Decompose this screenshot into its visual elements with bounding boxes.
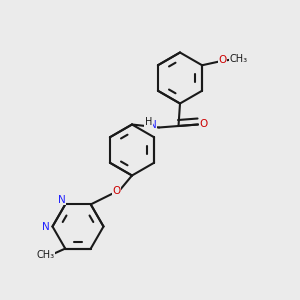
Text: N: N xyxy=(149,120,157,130)
Text: O: O xyxy=(199,119,208,130)
Text: CH₃: CH₃ xyxy=(36,250,54,260)
Text: O: O xyxy=(112,186,121,197)
Text: CH₃: CH₃ xyxy=(230,54,248,64)
Text: H: H xyxy=(145,117,152,127)
Text: O: O xyxy=(218,55,226,65)
Text: N: N xyxy=(42,221,50,232)
Text: N: N xyxy=(58,195,65,205)
